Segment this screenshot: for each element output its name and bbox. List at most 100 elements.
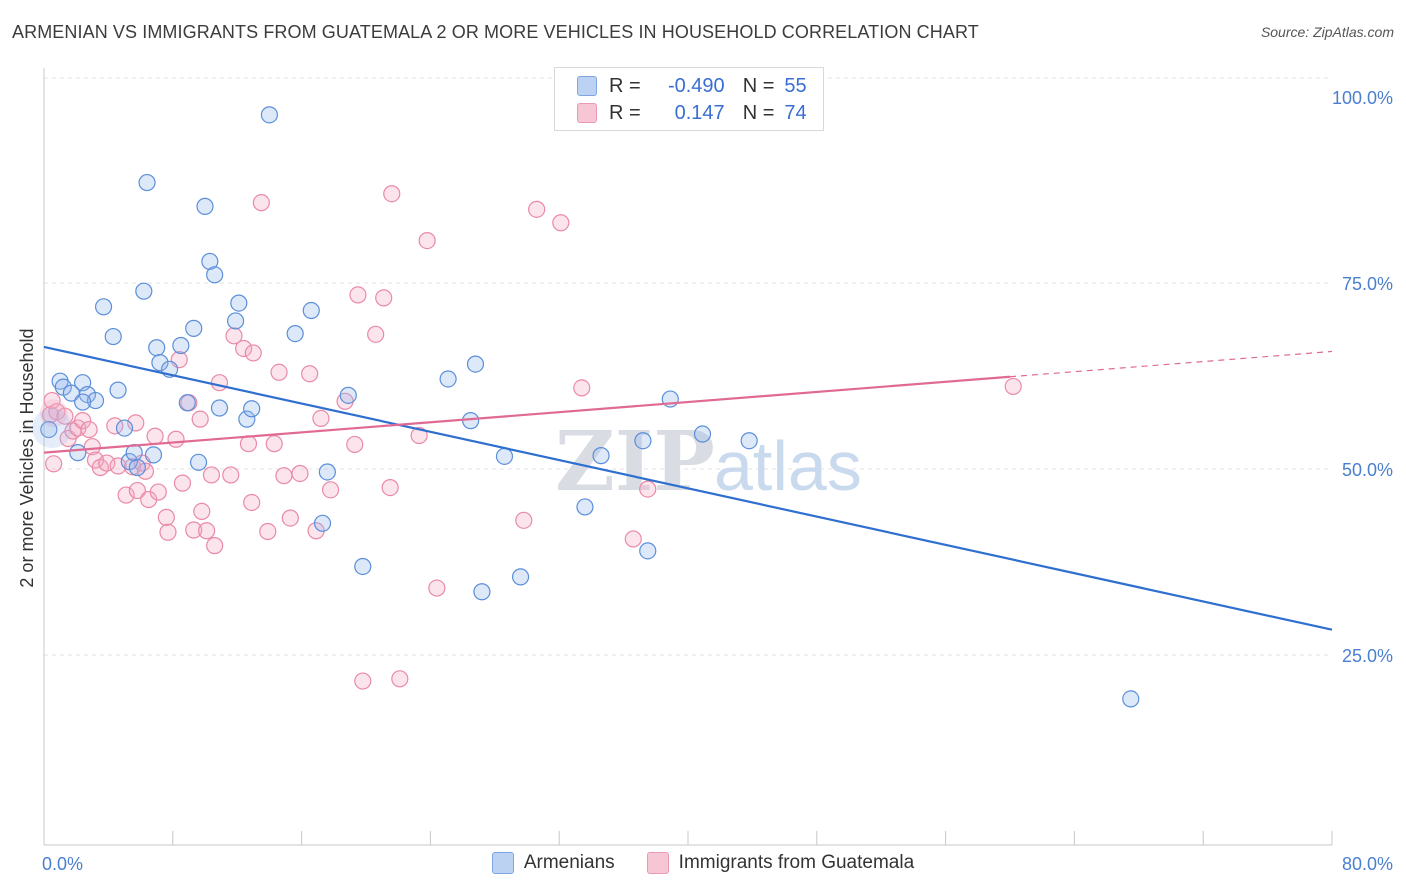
guatemala-point <box>367 325 385 343</box>
guatemala-cluster-point <box>39 399 68 428</box>
armenian-point <box>302 301 320 320</box>
guatemala-point <box>48 403 66 421</box>
guatemala-point <box>128 481 146 500</box>
armenian-point <box>693 425 712 443</box>
guatemala-point <box>109 457 127 475</box>
armenian-point <box>151 354 169 372</box>
guatemala-point <box>83 438 101 456</box>
guatemala-point <box>383 185 401 203</box>
axes <box>43 68 1333 846</box>
guatemala-point <box>381 479 399 497</box>
armenian-point <box>576 498 594 516</box>
armenian-point <box>313 514 332 532</box>
guatemala-point <box>354 672 372 690</box>
armenian-point <box>40 420 58 439</box>
guatemala-point <box>270 363 288 381</box>
armenian-point <box>185 319 203 337</box>
y-tick-label: 75.0% <box>1342 274 1393 294</box>
guatemala-point <box>259 522 277 541</box>
armenian-point <box>260 106 278 124</box>
guatemala-point <box>74 412 92 430</box>
armenian-point <box>148 339 166 357</box>
guatemala-point <box>98 454 116 472</box>
axis-labels: 100.0% 75.0% 50.0% 25.0% 0.0% 80.0% 2 or more … <box>17 88 1393 874</box>
x-tick-label-min: 0.0% <box>42 854 83 874</box>
y-tick-label: 25.0% <box>1342 646 1393 666</box>
armenian-point <box>495 447 514 465</box>
guatemala-point <box>198 522 216 540</box>
guatemala-point <box>235 339 253 358</box>
armenians-legend-label: Armenians <box>523 852 615 873</box>
armenian-point <box>639 542 657 560</box>
legend-item-guatemala: Immigrants from Guatemala <box>646 852 914 874</box>
legend-item-armenians: Armenians <box>491 852 615 874</box>
guatemala-point <box>275 467 293 485</box>
guatemala-point <box>127 414 145 432</box>
guatemala-point <box>573 379 591 397</box>
guatemala-point <box>552 214 570 232</box>
guatemala-point <box>117 486 135 504</box>
armenian-point <box>592 447 610 465</box>
guatemala-point <box>624 530 642 548</box>
guatemala-point <box>206 537 224 555</box>
guatemala-n-value: 74 <box>784 101 807 124</box>
armenian-point <box>128 458 146 477</box>
guatemala-trend-extension <box>1009 350 1333 378</box>
armenian-points <box>32 106 1140 708</box>
guatemala-point <box>428 579 446 597</box>
guatemala-point <box>45 455 63 473</box>
guatemala-point <box>346 435 364 454</box>
armenian-point <box>439 370 457 388</box>
guatemala-point <box>149 483 167 501</box>
guatemala-point <box>185 521 203 539</box>
guatemala-point <box>159 523 177 541</box>
guatemala-point <box>167 430 185 448</box>
guatemala-point <box>173 474 192 492</box>
guatemala-point <box>193 502 211 521</box>
guatemala-legend-swatch <box>646 852 669 874</box>
guatemala-point <box>391 670 409 688</box>
guatemala-point <box>321 481 340 499</box>
guatemala-trend-line <box>43 375 1011 454</box>
armenian-point <box>94 298 113 316</box>
guatemala-point <box>136 462 155 480</box>
armenian-point <box>354 557 372 576</box>
guatemala-point <box>418 231 436 250</box>
guatemala-point <box>265 435 283 453</box>
guatemala-point <box>222 466 240 484</box>
armenians-n-value: 55 <box>784 74 807 97</box>
armenians-swatch <box>577 76 597 96</box>
armenian-point <box>210 399 229 417</box>
armenians-r-label: R = <box>609 74 641 97</box>
guatemala-points <box>39 185 1022 690</box>
armenian-point <box>138 173 156 192</box>
watermark-atlas: atlas <box>714 427 862 505</box>
armenian-point <box>178 394 196 412</box>
guatemala-point <box>191 410 209 428</box>
guatemala-point <box>528 200 546 218</box>
gridlines <box>44 77 1332 656</box>
guatemala-point <box>252 194 270 212</box>
guatemala-point <box>281 509 299 527</box>
guatemala-point <box>210 374 229 392</box>
legend-row-armenians: R = -0.490 N = 55 <box>577 74 807 98</box>
watermark: ZIP atlas <box>555 414 862 510</box>
y-axis-title: 2 or more Vehicles in Household <box>17 328 37 587</box>
legend-row-guatemala: R = 0.147 N = 74 <box>577 101 807 125</box>
chart-title: ARMENIAN VS IMMIGRANTS FROM GUATEMALA 2 … <box>12 22 979 42</box>
y-tick-label: 50.0% <box>1342 460 1393 480</box>
armenians-n-label: N = <box>742 74 775 97</box>
armenian-point <box>172 336 190 355</box>
guatemala-swatch <box>577 103 597 123</box>
armenian-point <box>115 419 134 437</box>
guatemala-n-label: N = <box>742 101 775 124</box>
guatemala-point <box>123 458 142 476</box>
armenian-point <box>286 324 304 343</box>
armenian-point <box>144 446 163 464</box>
trend-lines <box>43 345 1333 631</box>
armenians-r-value: -0.490 <box>667 74 725 97</box>
armenian-point <box>466 355 485 373</box>
armenian-point <box>473 583 491 601</box>
guatemala-point <box>291 464 309 483</box>
armenian-point <box>74 393 92 411</box>
